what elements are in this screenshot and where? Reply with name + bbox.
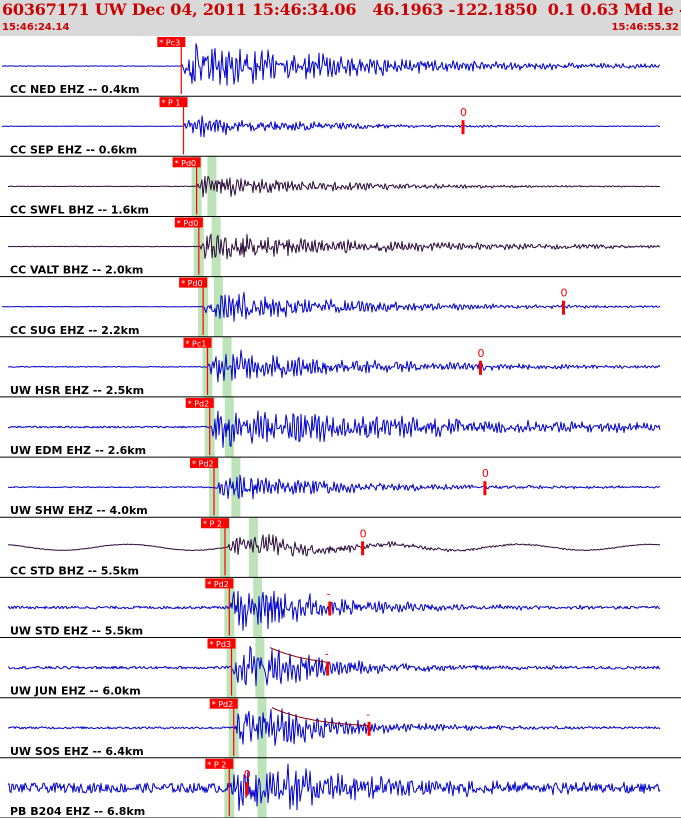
p-pick-tag <box>190 458 218 469</box>
coda-decay-curve <box>269 647 327 663</box>
p-pick-label: * Pd2 <box>207 580 229 589</box>
waveform <box>8 175 660 198</box>
phase-band-segment <box>257 757 267 818</box>
p-pick-label: * Pd0 <box>181 279 203 288</box>
station-label: UW EDM EHZ -- 2.6km <box>10 444 146 457</box>
coda-marker <box>461 120 465 135</box>
station-label: CC STD BHZ -- 5.5km <box>10 564 139 577</box>
event-title: 60367171 UW Dec 04, 2011 15:46:34.06 46.… <box>2 0 681 19</box>
trace-row: * Pc3 CC NED EHZ -- 0.4km <box>0 37 681 97</box>
station-label: UW SHW EHZ -- 4.0km <box>10 504 148 517</box>
p-pick-tag <box>205 758 234 769</box>
trace-row: * Pd2 - UW SOS EHZ -- 6.4km <box>0 698 681 759</box>
p-pick-tag <box>179 277 208 288</box>
p-pick-tag <box>185 397 214 408</box>
trace-panel: * Pc3 CC NED EHZ -- 0.4km * P 1 0 CC SEP EHZ… <box>0 37 681 818</box>
trace-row: * Pd2 UW EDM EHZ -- 2.6km <box>0 397 681 458</box>
waveform <box>2 115 661 138</box>
p-pick-label: * Pd0 <box>175 159 197 168</box>
station-label: PB B204 EHZ -- 6.8km <box>10 805 145 818</box>
trace-row: * P 1 0 CC SEP EHZ -- 0.6km <box>0 97 681 157</box>
station-label: UW HSR EHZ -- 2.5km <box>10 384 144 397</box>
p-pick-label: * P 2 <box>203 520 222 529</box>
p-pick-label: * Pd2 <box>212 700 234 709</box>
trace-row: * Pd0 0 CC SUG EHZ -- 2.2km <box>0 277 681 338</box>
window-start-time: 15:46:24.14 <box>2 22 70 33</box>
waveform <box>7 590 660 631</box>
window-end-time: 15:46:55.32 <box>611 22 679 33</box>
p-pick-tag <box>201 518 229 529</box>
trace-row: * Pd0 CC SWFL BHZ -- 1.6km <box>0 157 681 217</box>
coda-marker-label: - <box>366 708 370 721</box>
coda-marker-label: 0 <box>482 467 489 480</box>
trace-row: * Pc1 0 UW HSR EHZ -- 2.5km <box>0 337 681 398</box>
p-pick-tag <box>205 578 234 589</box>
waveform <box>7 708 661 746</box>
station-label: CC SUG EHZ -- 2.2km <box>10 324 139 337</box>
coda-marker <box>367 721 371 736</box>
p-pick-tag <box>157 37 186 47</box>
coda-marker-label: 0 <box>244 768 251 781</box>
waveform <box>1 43 661 86</box>
phase-band-segment <box>207 156 217 217</box>
p-pick-label: * Pc1 <box>186 339 207 348</box>
coda-marker <box>328 601 332 616</box>
p-pick-label: * P 2 <box>207 760 226 769</box>
p-pick-tag <box>183 337 212 348</box>
trace-row: * Pd0 CC VALT BHZ -- 2.0km <box>0 217 681 278</box>
p-pick-tag <box>174 217 203 228</box>
coda-marker <box>483 481 487 496</box>
trace-row: * P 2 0 CC STD BHZ -- 5.5km <box>0 518 681 578</box>
coda-marker <box>245 781 249 796</box>
station-label: UW SOS EHZ -- 6.4km <box>10 745 144 758</box>
p-pick-tag <box>209 698 238 709</box>
coda-marker <box>326 661 330 676</box>
coda-marker-label: 0 <box>561 287 568 300</box>
event-header: 60367171 UW Dec 04, 2011 15:46:34.06 46.… <box>0 0 681 36</box>
p-pick-label: * Pc3 <box>159 39 180 48</box>
waveform <box>7 646 661 687</box>
station-label: CC SWFL BHZ -- 1.6km <box>10 204 149 217</box>
waveform <box>7 349 661 383</box>
coda-marker <box>361 541 365 556</box>
p-pick-label: * Pd0 <box>177 219 199 228</box>
coda-decay-curve <box>271 707 369 726</box>
phase-band-segment <box>253 577 263 638</box>
station-label: UW STD EHZ -- 5.5km <box>10 625 143 638</box>
coda-marker-label: 0 <box>460 106 467 119</box>
p-pick-label: * Pd2 <box>192 460 214 469</box>
coda-marker-label: 0 <box>478 347 485 360</box>
coda-marker-label: - <box>327 588 331 601</box>
station-label: CC VALT BHZ -- 2.0km <box>10 264 143 277</box>
coda-marker-label: 0 <box>360 527 367 540</box>
coda-marker-label: - <box>325 648 329 661</box>
station-label: CC SEP EHZ -- 0.6km <box>10 143 137 156</box>
station-label: UW JUN EHZ -- 6.0km <box>10 685 141 698</box>
trace-row: * Pd2 - UW STD EHZ -- 5.5km <box>0 578 681 638</box>
waveform <box>7 763 661 811</box>
trace-row: * Pd2 0 UW SHW EHZ -- 4.0km <box>0 458 681 518</box>
p-pick-label: * Pd2 <box>188 399 210 408</box>
p-pick-tag <box>207 638 236 649</box>
p-pick-tag <box>172 157 201 168</box>
p-pick-label: * Pd3 <box>210 640 232 649</box>
waveform <box>7 474 661 500</box>
station-label: CC NED EHZ -- 0.4km <box>10 83 139 96</box>
p-pick-tag <box>159 97 188 108</box>
waveform <box>7 533 661 557</box>
trace-row: * Pd3 - UW JUN EHZ -- 6.0km <box>0 638 681 699</box>
coda-marker <box>562 300 565 315</box>
coda-marker <box>479 360 482 375</box>
trace-row: * P 2 0 PB B204 EHZ -- 6.8km <box>0 758 681 818</box>
waveform <box>7 410 661 448</box>
p-pick-label: * P 1 <box>162 99 181 108</box>
waveform <box>7 233 661 260</box>
waveform <box>2 291 661 322</box>
